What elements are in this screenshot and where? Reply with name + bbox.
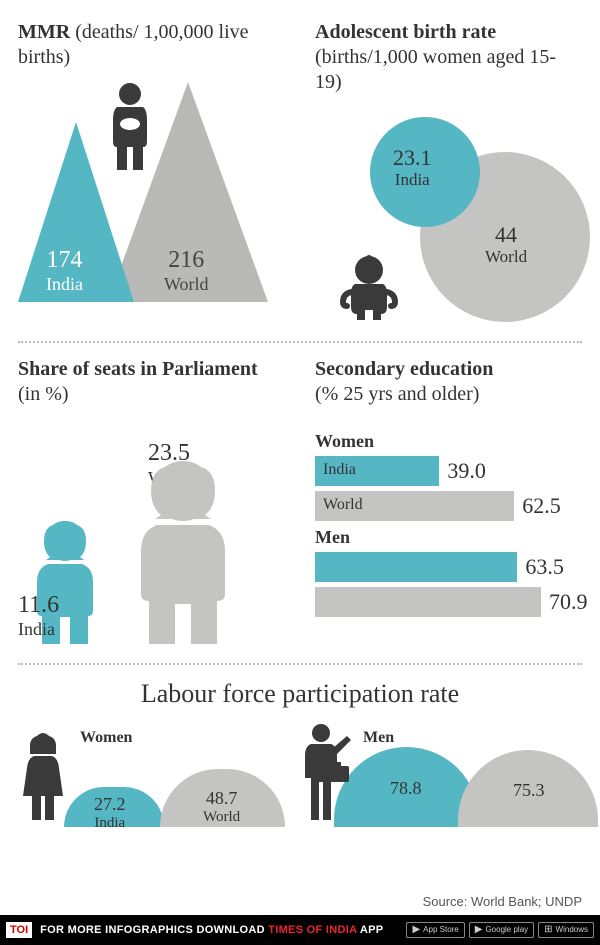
edu-bar xyxy=(315,552,517,582)
store-label: Windows xyxy=(556,926,588,934)
labour-title: Labour force participation rate xyxy=(18,679,582,709)
education-title: Secondary education (% 25 yrs and older) xyxy=(315,357,582,407)
edu-group-title: Men xyxy=(315,527,582,548)
store-badges: ▶App Store▶Google play⊞Windows xyxy=(406,922,594,938)
edu-bar-value: 39.0 xyxy=(447,458,486,484)
store-badge[interactable]: ⊞ Windows xyxy=(538,922,594,938)
store-badge[interactable]: ▶Google play xyxy=(469,922,534,938)
edu-bar-row: World 62.5 xyxy=(315,491,582,521)
labour-value-label: 27.2India xyxy=(94,795,126,831)
parl-world-figure-icon xyxy=(113,459,253,649)
mmr-india-label: 174India xyxy=(46,246,83,296)
mmr-world-label: 216World xyxy=(164,246,209,296)
adol-world-label: 44World xyxy=(485,222,527,267)
parliament-title: Share of seats in Parliament (in %) xyxy=(18,357,285,407)
labour-group-title: Women xyxy=(80,729,132,747)
woman-figure-icon xyxy=(18,732,68,827)
store-icon: ▶ xyxy=(412,925,420,935)
labour-group-title: Men xyxy=(363,729,394,747)
adolescent-chart: 23.1India 44World xyxy=(315,107,582,327)
mmr-chart: 174India 216World xyxy=(18,82,285,302)
parliament-chart: 23.5World 11.6India xyxy=(18,419,285,649)
labour-value-label: 78.8 xyxy=(390,779,422,799)
source-text: Source: World Bank; UNDP xyxy=(423,894,582,909)
labour-chart: Women 27.2India 48.7World Men 78.8 75.3 xyxy=(18,715,582,845)
edu-bar-row: 63.5 xyxy=(315,552,582,582)
edu-bar-row: India 39.0 xyxy=(315,456,582,486)
baby-icon xyxy=(337,252,402,327)
store-icon: ⊞ xyxy=(544,925,552,935)
divider xyxy=(18,663,582,665)
edu-bar-value: 63.5 xyxy=(525,554,564,580)
edu-bar xyxy=(315,587,541,617)
edu-group-title: Women xyxy=(315,431,582,452)
adolescent-title: Adolescent birth rate (births/1,000 wome… xyxy=(315,20,582,95)
store-label: App Store xyxy=(423,926,459,934)
store-icon: ▶ xyxy=(475,925,483,935)
labour-panel: Labour force participation rate Women 27.… xyxy=(0,679,600,845)
adolescent-panel: Adolescent birth rate (births/1,000 wome… xyxy=(300,20,582,327)
mmr-title: MMR (deaths/ 1,00,000 live births) xyxy=(18,20,285,70)
woman-with-baby-icon xyxy=(103,82,158,177)
labour-value-label: 48.7World xyxy=(203,789,240,825)
toi-logo: TOI xyxy=(6,922,32,938)
adol-india-label: 23.1India xyxy=(393,145,432,190)
labour-value-label: 75.3 xyxy=(513,781,545,801)
mmr-panel: MMR (deaths/ 1,00,000 live births) 174In… xyxy=(18,20,300,327)
edu-bar-row: 70.9 xyxy=(315,587,582,617)
edu-bar-value: 70.9 xyxy=(549,589,588,615)
edu-bar-label: World xyxy=(323,496,363,514)
parl-india-label: 11.6India xyxy=(18,591,59,641)
store-badge[interactable]: ▶App Store xyxy=(406,922,464,938)
footer-text: FOR MORE INFOGRAPHICS DOWNLOAD TIMES OF … xyxy=(40,924,383,936)
edu-bar-label: India xyxy=(323,461,356,479)
education-panel: Secondary education (% 25 yrs and older)… xyxy=(300,357,582,649)
footer-bar: TOI FOR MORE INFOGRAPHICS DOWNLOAD TIMES… xyxy=(0,915,600,945)
divider xyxy=(18,341,582,343)
education-barchart: Women India 39.0 World 62.5 Men 63.5 70.9 xyxy=(315,419,582,617)
man-figure-icon xyxy=(293,722,353,827)
store-label: Google play xyxy=(485,926,528,934)
edu-bar-value: 62.5 xyxy=(522,493,561,519)
parliament-panel: Share of seats in Parliament (in %) 23.5… xyxy=(18,357,300,649)
